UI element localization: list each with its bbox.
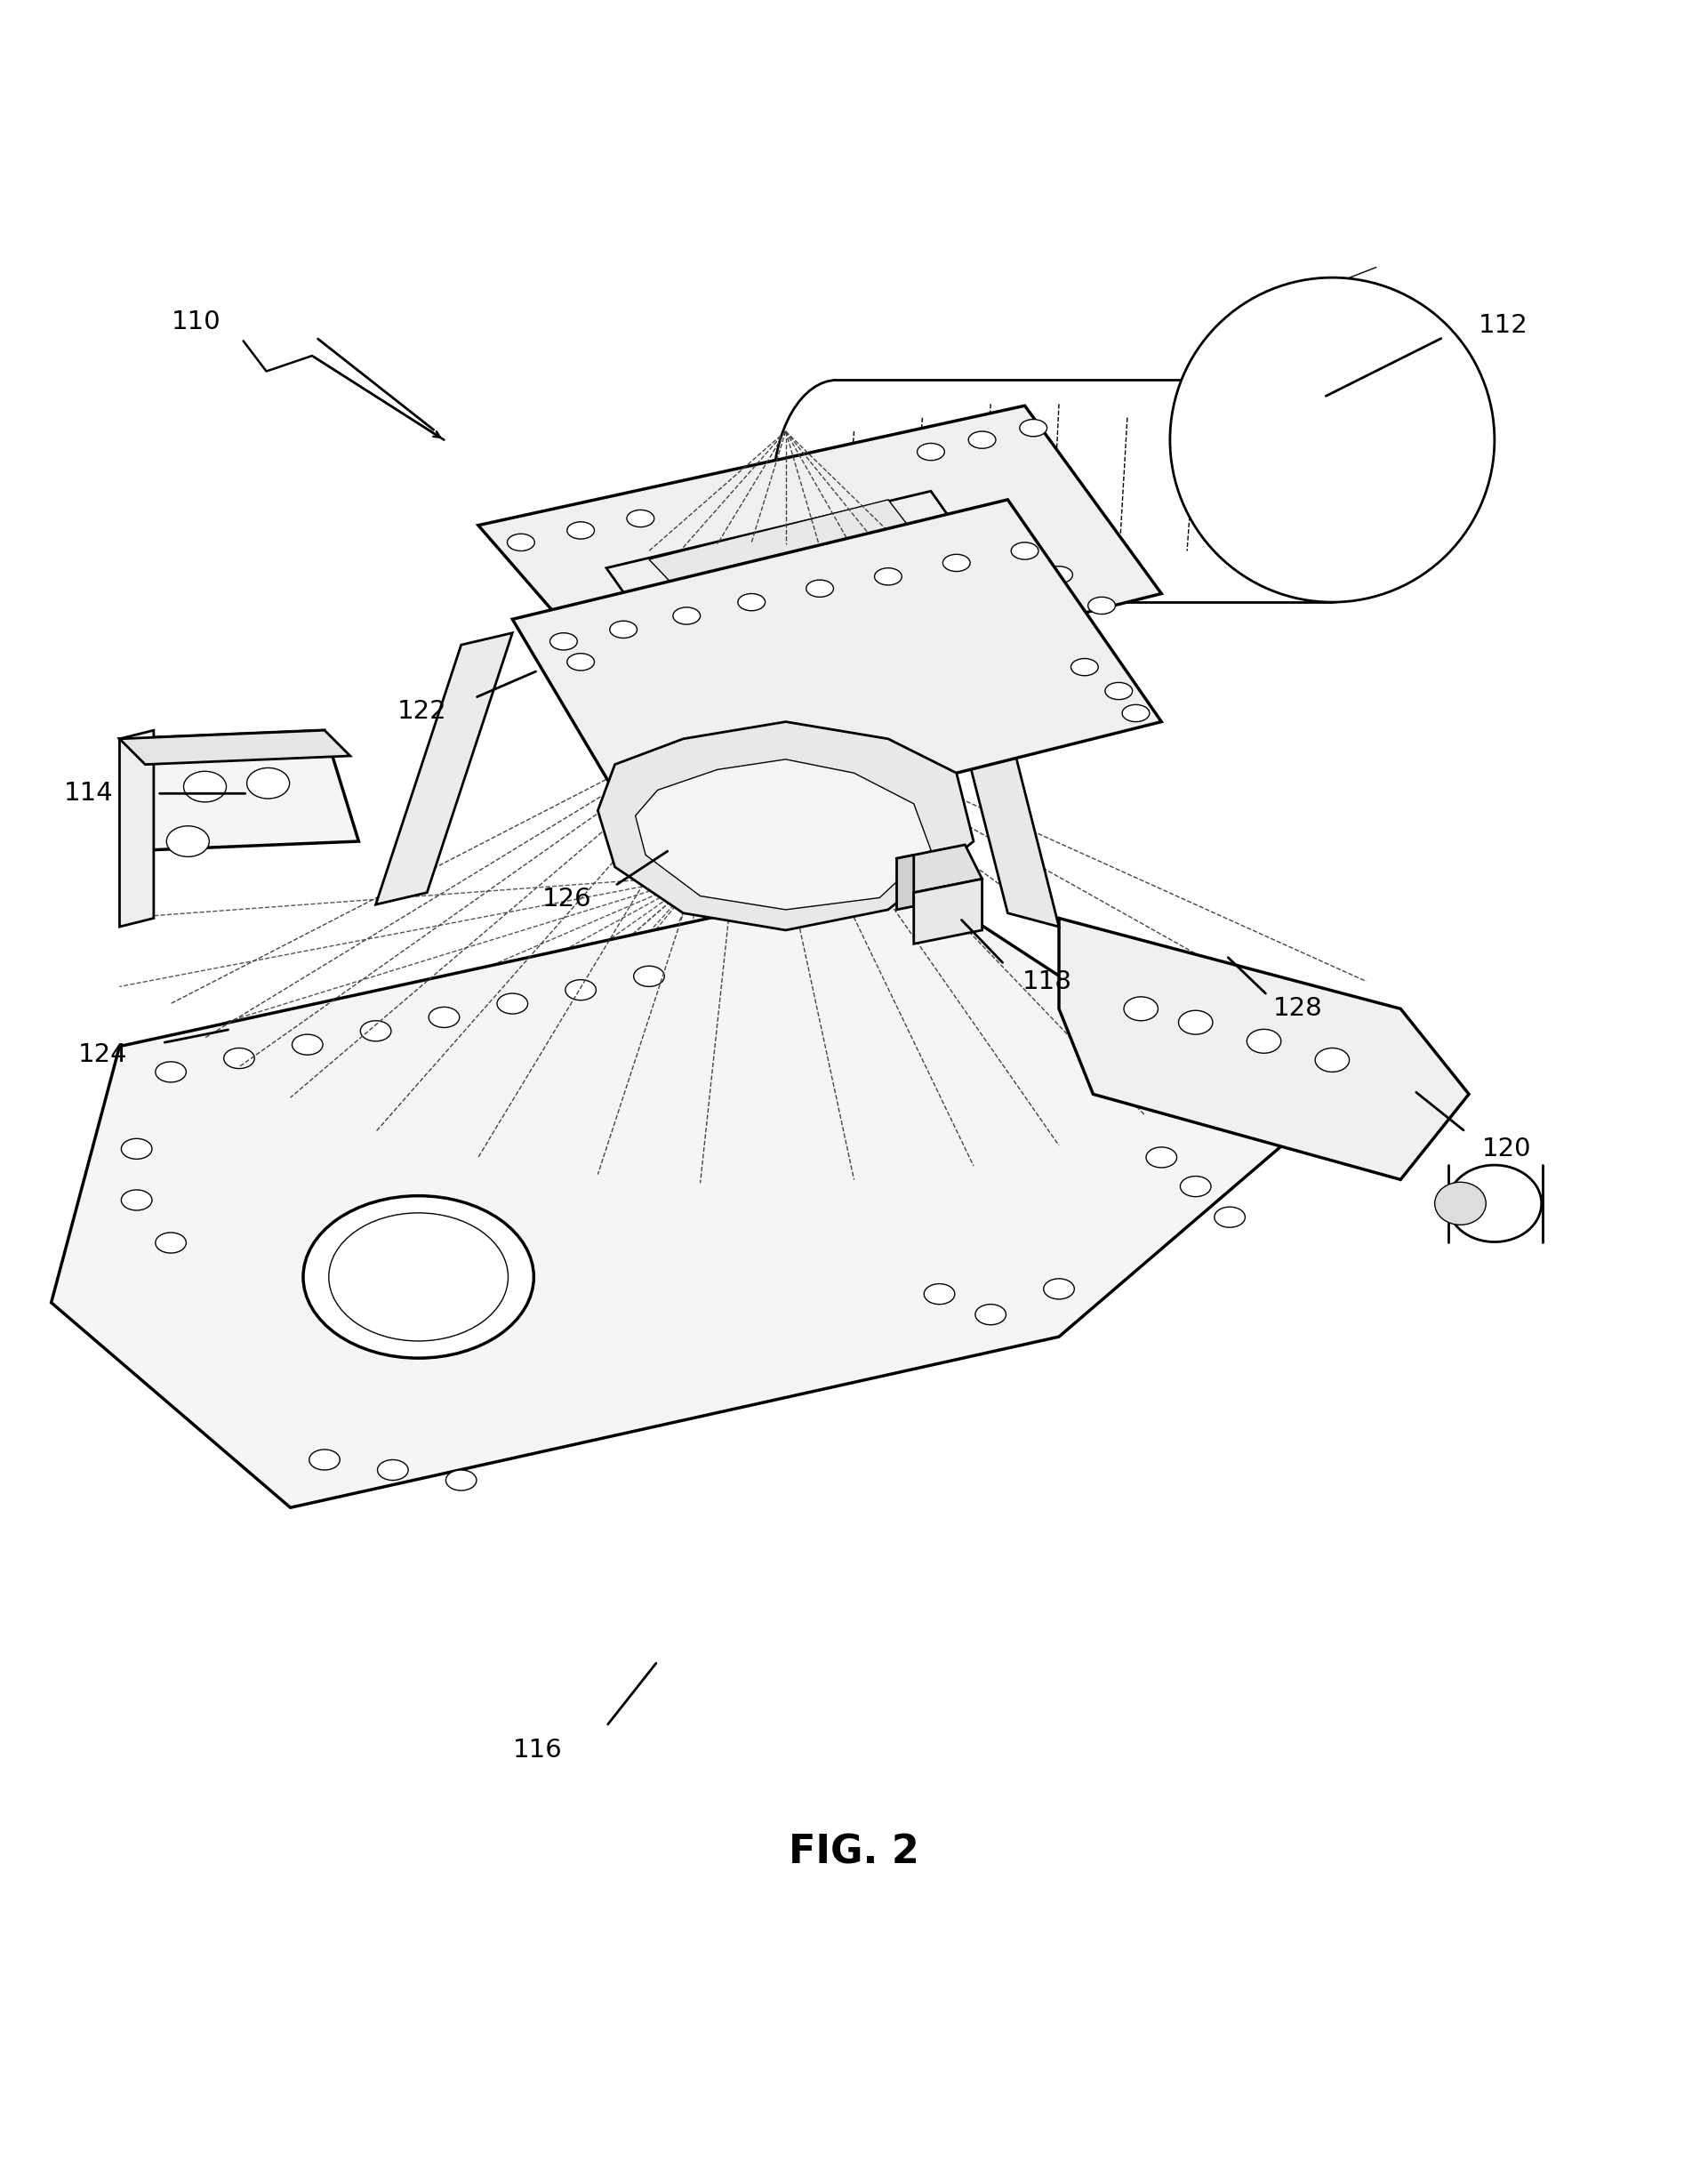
Ellipse shape bbox=[806, 579, 834, 596]
Ellipse shape bbox=[224, 1048, 254, 1068]
Text: FIG. 2: FIG. 2 bbox=[789, 1833, 919, 1871]
Text: 126: 126 bbox=[543, 886, 591, 912]
Ellipse shape bbox=[775, 836, 803, 854]
Ellipse shape bbox=[184, 771, 225, 802]
Text: 122: 122 bbox=[398, 698, 446, 724]
Ellipse shape bbox=[670, 679, 697, 696]
Ellipse shape bbox=[1214, 1206, 1245, 1227]
Ellipse shape bbox=[1071, 659, 1098, 676]
Ellipse shape bbox=[1315, 1048, 1349, 1072]
Polygon shape bbox=[649, 499, 974, 668]
Ellipse shape bbox=[167, 826, 208, 856]
Ellipse shape bbox=[1267, 380, 1397, 603]
Polygon shape bbox=[598, 722, 974, 929]
Ellipse shape bbox=[874, 568, 902, 586]
Text: 120: 120 bbox=[1483, 1137, 1530, 1160]
Ellipse shape bbox=[1088, 596, 1115, 614]
Ellipse shape bbox=[1146, 1147, 1177, 1167]
Ellipse shape bbox=[772, 707, 799, 724]
Ellipse shape bbox=[673, 607, 700, 625]
Text: 118: 118 bbox=[1021, 968, 1073, 994]
Ellipse shape bbox=[1435, 1182, 1486, 1225]
Ellipse shape bbox=[155, 1061, 186, 1083]
Ellipse shape bbox=[1105, 683, 1132, 700]
Ellipse shape bbox=[627, 510, 654, 527]
Text: 124: 124 bbox=[79, 1042, 126, 1068]
Ellipse shape bbox=[1179, 1011, 1213, 1035]
Text: 112: 112 bbox=[1477, 313, 1529, 337]
Ellipse shape bbox=[1247, 1029, 1281, 1052]
Ellipse shape bbox=[292, 1035, 323, 1055]
Ellipse shape bbox=[721, 694, 748, 709]
Ellipse shape bbox=[1045, 566, 1073, 583]
Ellipse shape bbox=[968, 432, 996, 449]
Text: 128: 128 bbox=[1272, 996, 1324, 1022]
Ellipse shape bbox=[975, 1305, 1006, 1325]
Ellipse shape bbox=[729, 828, 757, 845]
Ellipse shape bbox=[1180, 1176, 1211, 1197]
Ellipse shape bbox=[309, 1450, 340, 1469]
Ellipse shape bbox=[567, 653, 594, 670]
Polygon shape bbox=[512, 499, 1161, 849]
Ellipse shape bbox=[1170, 277, 1494, 603]
Ellipse shape bbox=[1447, 1165, 1542, 1243]
Polygon shape bbox=[120, 730, 350, 765]
Ellipse shape bbox=[917, 443, 945, 460]
Text: 110: 110 bbox=[173, 309, 220, 335]
Ellipse shape bbox=[550, 633, 577, 650]
Ellipse shape bbox=[446, 1469, 477, 1491]
Polygon shape bbox=[635, 759, 931, 910]
Ellipse shape bbox=[377, 1459, 408, 1480]
Polygon shape bbox=[376, 633, 512, 905]
Ellipse shape bbox=[567, 521, 594, 538]
Polygon shape bbox=[51, 875, 1298, 1508]
Ellipse shape bbox=[1122, 704, 1149, 722]
Ellipse shape bbox=[507, 534, 535, 551]
Ellipse shape bbox=[155, 1232, 186, 1253]
Polygon shape bbox=[120, 730, 359, 849]
Ellipse shape bbox=[121, 1191, 152, 1210]
Polygon shape bbox=[897, 845, 982, 892]
Ellipse shape bbox=[634, 966, 664, 988]
Polygon shape bbox=[598, 612, 700, 867]
Ellipse shape bbox=[678, 815, 705, 832]
Polygon shape bbox=[120, 730, 154, 927]
Ellipse shape bbox=[497, 994, 528, 1014]
Text: 114: 114 bbox=[63, 780, 114, 806]
Polygon shape bbox=[939, 644, 1059, 927]
Polygon shape bbox=[897, 856, 914, 910]
Ellipse shape bbox=[610, 620, 637, 637]
Ellipse shape bbox=[121, 1139, 152, 1158]
Ellipse shape bbox=[1044, 1279, 1074, 1299]
Polygon shape bbox=[1059, 918, 1469, 1180]
Polygon shape bbox=[914, 880, 982, 944]
Ellipse shape bbox=[1124, 996, 1158, 1020]
Ellipse shape bbox=[360, 1020, 391, 1042]
Ellipse shape bbox=[304, 1195, 533, 1357]
Ellipse shape bbox=[1020, 419, 1047, 437]
Ellipse shape bbox=[565, 979, 596, 1001]
Polygon shape bbox=[478, 406, 1161, 722]
Ellipse shape bbox=[429, 1007, 459, 1026]
Text: 116: 116 bbox=[512, 1737, 564, 1763]
Ellipse shape bbox=[328, 1212, 509, 1342]
Ellipse shape bbox=[1011, 542, 1038, 560]
Ellipse shape bbox=[246, 767, 289, 800]
Ellipse shape bbox=[924, 1284, 955, 1305]
Ellipse shape bbox=[943, 555, 970, 571]
Ellipse shape bbox=[738, 594, 765, 612]
